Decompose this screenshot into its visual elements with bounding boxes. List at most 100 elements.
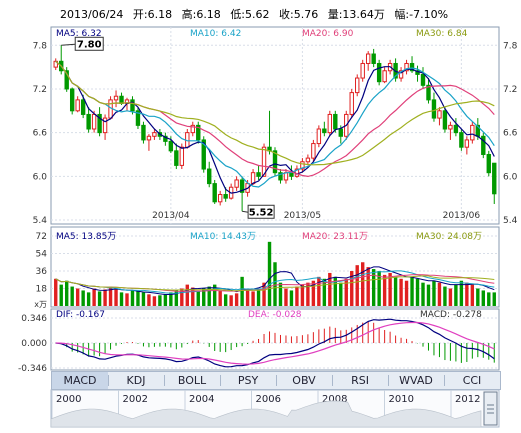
volume-bar [295,286,299,306]
tab-wvad[interactable]: WVAD [399,374,433,387]
volume-bar [174,290,179,306]
summary-change: 幅:-7.10% [394,8,449,21]
volume-bar [218,290,222,306]
low-callout-label: 5.52 [249,207,274,218]
ma30-line [55,60,495,166]
candle-body [300,161,305,170]
candle-body [355,77,360,94]
volume-bar [476,288,480,306]
timeline-year-label: 2002 [123,394,148,405]
volume-bar [487,292,491,306]
price-panel [50,26,500,225]
volume-bar [492,292,496,306]
candle-body [91,113,97,130]
volume-bar [388,272,392,306]
candle-body [448,124,453,130]
candle-body [196,124,201,141]
summary-date: 2013/06/24 [60,8,124,21]
volume-bar [437,282,442,306]
volume-bar [267,241,272,306]
price-y-tick-left: 7.2 [33,85,47,95]
candle-body [179,146,185,166]
volume-bar [202,288,206,306]
volume-bar [256,289,261,306]
volume-bar [465,282,469,306]
candle-body [365,53,371,64]
candle-body [80,99,86,115]
volume-bar [97,291,102,306]
price-y-tick-left: 6.6 [33,129,48,139]
price-y-tick-right: 6.6 [503,129,518,139]
volume-bar [125,293,129,306]
tab-macd[interactable]: MACD [52,372,108,389]
volume-bar [158,295,162,306]
tab-cci[interactable]: CCI [462,374,482,387]
volume-y-tick: 18 [36,285,48,295]
tab-kdj[interactable]: KDJ [126,374,146,387]
volume-bar [65,280,69,306]
tab-separator [444,375,445,386]
timeline-year-label: 2000 [56,394,81,405]
volume-bar [382,274,387,306]
volume-y-tick: 72 [36,232,47,242]
volume-bar [350,271,354,306]
volume-bar [289,290,294,306]
timeline-year-label: 2004 [189,394,214,405]
high-callout-label: 7.80 [77,39,102,50]
high-callout-box [74,36,104,51]
volume-bar [59,284,63,306]
candle-body [338,128,343,137]
tab-separator [108,375,109,386]
timeline-overview-area [50,400,482,428]
tab-psy[interactable]: PSY [237,374,259,387]
candle-body [207,168,212,185]
ma10-line [55,60,495,188]
candle-body [256,172,261,177]
candle-body [212,183,217,203]
tab-boll[interactable]: BOLL [177,374,207,387]
volume-bar [108,286,113,306]
candle-body [113,95,119,101]
price-y-tick-right: 5.4 [503,216,518,226]
volume-bar [339,282,343,306]
tab-obv[interactable]: OBV [292,374,316,387]
candle-body [130,99,135,112]
summary-volume: 量:13.64万 [327,8,385,21]
volume-bar [317,276,321,306]
candle-body [311,143,316,159]
legend-ma10: MA10: 6.42 [190,29,242,39]
volume-bar [136,291,140,306]
volume-bar [180,288,184,306]
candle-body [75,99,80,112]
volume-bar [333,276,337,306]
volume-bar [81,290,85,306]
volume-bar [300,284,305,306]
macd-legend-dea: DEA: -0.028 [248,310,302,320]
volume-bar [410,276,414,306]
volume-bar [262,282,266,306]
legend-ma30: MA30: 6.84 [416,29,468,39]
price-summary: 2013/06/24 开:6.18 高:6.18 低:5.62 收:5.76 量… [60,6,454,22]
tab-rsi[interactable]: RSI [351,374,369,387]
volume-bar [393,276,398,306]
summary-high: 高:6.18 [181,8,221,21]
tab-separator [332,375,333,386]
candle-body [470,124,475,141]
candle-body [376,62,382,83]
volume-bar [229,295,233,306]
candle-body [437,110,442,119]
candle-body [217,194,223,203]
volume-bar [371,269,376,306]
candle-body [69,88,75,112]
candle-body [426,84,431,101]
volume-bar [54,278,58,306]
candle-body [398,70,404,79]
volume-bar [355,265,359,306]
volume-bar [284,288,288,306]
timeline-year-label: 2010 [389,394,414,405]
volume-bar [147,294,151,306]
volume-bar [169,292,173,306]
tab-separator [388,375,389,386]
candle-body [201,139,206,170]
